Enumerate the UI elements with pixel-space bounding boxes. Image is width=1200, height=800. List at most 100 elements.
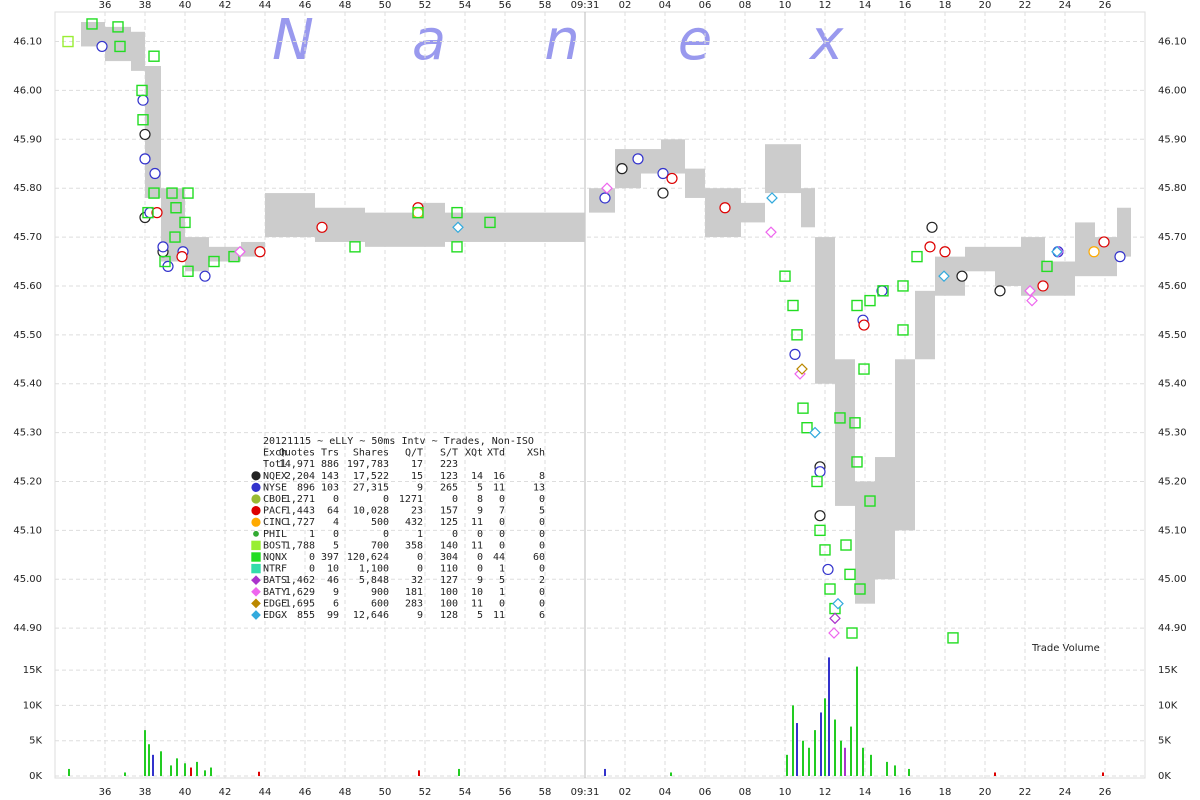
volume-bar bbox=[834, 719, 836, 776]
table-cell: Quotes bbox=[279, 448, 315, 459]
trade-marker bbox=[96, 40, 108, 53]
x-tick-label: 04 bbox=[659, 0, 672, 11]
trade-marker bbox=[947, 632, 959, 644]
trade-marker bbox=[254, 246, 266, 258]
table-cell: 1 bbox=[499, 587, 505, 598]
x-tick-label: 02 bbox=[619, 787, 632, 798]
table-cell: 0 bbox=[499, 540, 505, 551]
x-tick-label: 16 bbox=[899, 0, 912, 11]
trade-marker bbox=[199, 270, 211, 282]
nbbo-spread bbox=[685, 168, 705, 198]
table-cell: 9 bbox=[417, 610, 423, 621]
x-tick-label: 16 bbox=[899, 787, 912, 798]
x-tick-label: 14 bbox=[859, 787, 872, 798]
trade-marker bbox=[601, 182, 613, 195]
table-cell: S/T bbox=[440, 448, 458, 459]
table-cell: 6 bbox=[333, 598, 339, 609]
volume-bar bbox=[844, 747, 846, 776]
volume-bar bbox=[828, 657, 830, 776]
trade-marker bbox=[151, 207, 163, 219]
table-cell: 0 bbox=[452, 529, 458, 540]
trade-marker bbox=[169, 231, 181, 243]
trade-marker bbox=[819, 544, 831, 556]
trade-marker bbox=[253, 530, 259, 537]
trade-marker bbox=[251, 552, 261, 562]
table-cell: BATY bbox=[263, 587, 287, 598]
x-tick-label: 38 bbox=[139, 0, 152, 11]
y-tick-label: 45.30 bbox=[1158, 428, 1187, 439]
nbbo-spread bbox=[965, 246, 995, 272]
trade-marker bbox=[182, 265, 194, 277]
table-cell: 265 bbox=[440, 482, 458, 493]
trade-marker bbox=[1024, 284, 1036, 297]
volume-bar bbox=[204, 770, 206, 776]
trade-marker bbox=[1114, 251, 1126, 263]
x-tick-label: 04 bbox=[659, 787, 672, 798]
volume-bar bbox=[908, 768, 910, 776]
table-cell: 16 bbox=[493, 471, 505, 482]
volume-label: Trade Volume bbox=[1031, 643, 1100, 654]
x-tick-label: 40 bbox=[179, 0, 192, 11]
trade-marker bbox=[829, 612, 841, 625]
volume-bar bbox=[840, 740, 842, 776]
volume-bar bbox=[184, 763, 186, 776]
table-cell: 32 bbox=[411, 575, 423, 586]
table-cell: 17 bbox=[411, 459, 423, 470]
trade-marker bbox=[170, 202, 182, 214]
trade-marker bbox=[251, 610, 261, 620]
y-tick-label: 46.10 bbox=[1158, 37, 1187, 48]
volume-bar bbox=[862, 747, 864, 776]
table-cell: 46 bbox=[327, 575, 339, 586]
x-tick-label: 52 bbox=[419, 0, 432, 11]
table-cell: 64 bbox=[327, 506, 339, 517]
table-cell: 0 bbox=[309, 564, 315, 575]
table-cell: 1 bbox=[417, 529, 423, 540]
table-cell: 23 bbox=[411, 506, 423, 517]
table-cell: 11 bbox=[471, 540, 483, 551]
table-cell: 157 bbox=[440, 506, 458, 517]
y-tick-label: 45.80 bbox=[1158, 183, 1187, 194]
table-cell: 125 bbox=[440, 517, 458, 528]
x-tick-label: 24 bbox=[1059, 0, 1072, 11]
table-cell: 1 bbox=[499, 564, 505, 575]
trade-marker bbox=[938, 270, 950, 283]
trade-marker bbox=[137, 94, 149, 106]
table-cell: 11 bbox=[471, 598, 483, 609]
volume-bar bbox=[802, 740, 804, 776]
table-cell: 9 bbox=[333, 587, 339, 598]
table-cell: 855 bbox=[297, 610, 315, 621]
trade-marker bbox=[139, 153, 151, 165]
trade-marker bbox=[994, 285, 1006, 297]
volume-bar bbox=[994, 772, 996, 776]
trade-marker bbox=[1041, 260, 1053, 273]
x-tick-label: 18 bbox=[939, 787, 952, 798]
trade-marker bbox=[1098, 236, 1110, 248]
x-tick-label: 58 bbox=[539, 0, 552, 11]
y-tick-label: 45.60 bbox=[1158, 281, 1187, 292]
y-tick-label: 45.70 bbox=[1158, 232, 1187, 243]
table-cell: 0 bbox=[477, 552, 483, 563]
volume-bar bbox=[170, 765, 172, 776]
table-cell: 100 bbox=[440, 587, 458, 598]
x-tick-label: 54 bbox=[459, 0, 472, 11]
trade-marker bbox=[139, 128, 151, 141]
nbbo-spread bbox=[505, 212, 585, 242]
table-cell: CINC bbox=[263, 517, 287, 528]
nbbo-spread bbox=[421, 202, 445, 247]
table-cell: 103 bbox=[321, 482, 339, 493]
table-cell: 358 bbox=[405, 540, 423, 551]
x-tick-label: 14 bbox=[859, 0, 872, 11]
table-cell: 27,315 bbox=[353, 482, 389, 493]
trade-marker bbox=[251, 563, 261, 574]
table-cell: 0 bbox=[477, 529, 483, 540]
trade-marker bbox=[814, 510, 826, 522]
trade-marker bbox=[182, 187, 194, 199]
y-tick-label: 45.90 bbox=[13, 134, 42, 145]
table-cell: Q/T bbox=[405, 448, 423, 459]
table-cell: 99 bbox=[327, 610, 339, 621]
table-cell: 0 bbox=[539, 564, 545, 575]
y-tick-label: 45.00 bbox=[13, 574, 42, 585]
trade-marker bbox=[251, 494, 261, 504]
x-tick-label: 12 bbox=[819, 0, 832, 11]
nbbo-spread bbox=[209, 246, 241, 262]
